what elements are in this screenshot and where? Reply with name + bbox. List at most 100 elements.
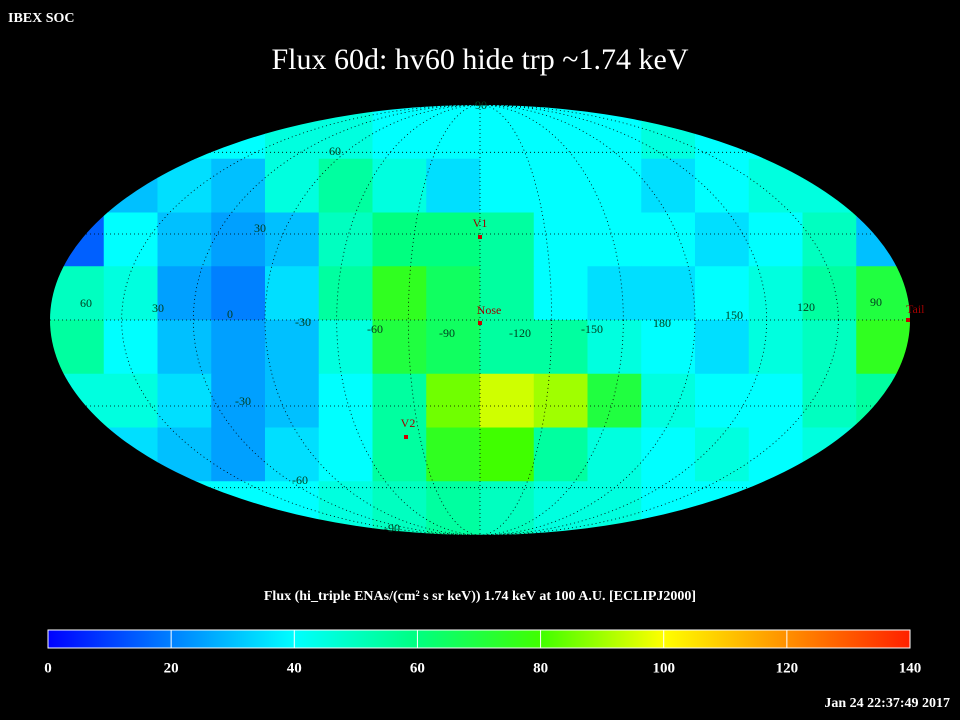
flux-cell [587,373,642,428]
flux-cell [103,212,158,267]
flux-cell [695,427,750,482]
flux-cell [211,373,266,428]
flux-cell [103,266,158,321]
colorbar-tick-label: 0 [44,660,52,676]
flux-cell [318,158,373,213]
flux-cell [802,320,857,375]
flux-cell [480,266,535,321]
latitude-label: 30 [254,221,266,235]
timestamp: Jan 24 22:37:49 2017 [824,696,950,711]
flux-cell [426,158,481,213]
flux-cell [695,373,750,428]
flux-cell [695,320,750,375]
flux-cell [265,266,320,321]
flux-cell [426,212,481,267]
flux-cell [372,105,427,160]
flux-cell [372,158,427,213]
flux-cell [426,481,481,535]
flux-cell [211,427,266,482]
longitude-label: 90 [870,295,882,309]
longitude-label: 150 [725,308,743,322]
flux-cell [533,212,588,267]
flux-cell [211,212,266,267]
flux-cell [533,481,588,535]
flux-cell [748,266,803,321]
longitude-label: 180 [653,316,671,330]
latitude-label: -60 [292,473,308,487]
flux-cell [372,373,427,428]
flux-cell [641,320,696,375]
flux-cell [587,427,642,482]
flux-cell [157,212,212,267]
flux-cell [157,320,212,375]
flux-cell [695,266,750,321]
flux-cell [318,320,373,375]
latitude-label: -90 [384,521,400,535]
colorbar-tick-label: 40 [287,660,302,676]
colorbar-tick-label: 120 [776,660,799,676]
longitude-label: -120 [509,326,531,340]
marker [404,435,408,439]
flux-cell [480,212,535,267]
flux-cell [372,266,427,321]
flux-cell [641,212,696,267]
flux-cell [103,373,158,428]
flux-cell [480,158,535,213]
longitude-label: 120 [797,300,815,314]
flux-cell [426,105,481,160]
longitude-label: 30 [152,301,164,315]
longitude-label: 60 [80,296,92,310]
flux-cell [157,266,212,321]
meridian [407,105,553,535]
flux-cell [748,373,803,428]
latitude-label: 90 [475,98,487,112]
flux-cell [695,158,750,213]
flux-cell [533,105,588,160]
flux-cell [748,320,803,375]
colorbar-tick-label: 20 [164,660,179,676]
flux-cell [372,212,427,267]
colorbar [47,629,911,649]
latitude-label: -30 [235,394,251,408]
flux-cell [641,158,696,213]
flux-cell [157,373,212,428]
longitude-label: 0 [227,307,233,321]
longitude-label: -60 [367,322,383,336]
flux-cell [480,481,535,535]
flux-cell [641,373,696,428]
flux-cell [587,212,642,267]
flux-cell [211,320,266,375]
source-label: IBEX SOC [8,11,75,26]
colorbar-tick-label: 100 [652,660,675,676]
colorbar-label: Flux (hi_triple ENAs/(cm² s sr keV)) 1.7… [264,589,696,604]
longitude-label: -150 [581,322,603,336]
flux-cell [533,158,588,213]
latitude-label: 60 [329,144,341,158]
colorbar-tick-label: 60 [410,660,425,676]
marker-label: Nose [477,303,502,317]
flux-cell [587,320,642,375]
meridian [336,105,624,535]
flux-cell [802,266,857,321]
flux-cell [265,212,320,267]
flux-cell [480,373,535,428]
marker [478,235,482,239]
marker-label: Tail [906,302,925,316]
flux-cell [480,320,535,375]
flux-cell [318,373,373,428]
flux-cell [265,373,320,428]
marker [478,321,482,325]
flux-cell [211,158,266,213]
flux-cell [533,373,588,428]
flux-cell [426,373,481,428]
flux-cell [372,320,427,375]
flux-cell [533,266,588,321]
flux-cell [265,320,320,375]
marker-label: V1 [473,216,488,230]
colorbar-tick-label: 140 [899,660,922,676]
flux-cell [748,212,803,267]
flux-cell [641,427,696,482]
flux-cell [480,427,535,482]
marker-label: V2 [401,416,416,430]
